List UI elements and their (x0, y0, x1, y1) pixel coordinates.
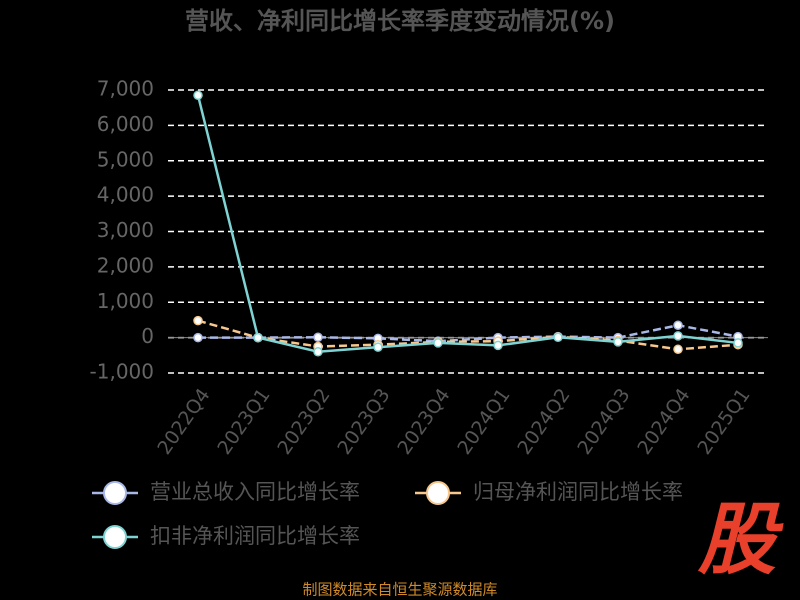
y-tick-label: 6,000 (97, 112, 154, 136)
logo: 股 (697, 495, 784, 585)
legend-marker (426, 481, 450, 505)
point (733, 338, 743, 348)
point (313, 332, 323, 343)
x-tick-label: 2023Q3 (333, 384, 394, 458)
series-line (196, 95, 739, 354)
point (673, 320, 683, 330)
x-tick-label: 2024Q2 (513, 384, 574, 458)
point (673, 331, 683, 341)
point (673, 344, 683, 355)
x-tick-label: 2023Q1 (213, 384, 274, 458)
point (553, 332, 563, 343)
y-tick-label: -1,000 (90, 360, 154, 384)
y-tick-label: 1,000 (97, 289, 154, 313)
legend-label: 扣非净利润同比增长率 (150, 524, 360, 548)
source-note: 制图数据来自恒生聚源数据库 (302, 581, 497, 599)
y-tick-label: 2,000 (97, 253, 154, 277)
point (253, 332, 263, 343)
x-tick-label: 2024Q1 (453, 384, 514, 458)
y-tick-label: 7,000 (97, 77, 154, 101)
x-tick-label: 2022Q4 (153, 384, 214, 458)
y-tick-label: 0 (141, 324, 154, 348)
legend-label: 归母净利润同比增长率 (473, 480, 683, 504)
x-tick-label: 2023Q2 (273, 384, 334, 458)
point (313, 347, 323, 357)
x-tick-label: 2023Q4 (393, 384, 454, 458)
legend-marker (103, 525, 127, 549)
point (493, 340, 503, 351)
point (373, 342, 383, 352)
y-tick-label: 4,000 (97, 183, 154, 207)
point (193, 90, 203, 101)
series-line (198, 323, 739, 343)
point (613, 337, 623, 347)
chart-title: 营收、净利同比增长率季度变动情况(%) (185, 7, 615, 35)
legend-label: 营业总收入同比增长率 (150, 480, 360, 504)
x-tick-label: 2024Q3 (573, 384, 634, 458)
y-tick-label: 3,000 (97, 218, 154, 242)
x-tick-label: 2024Q4 (633, 384, 694, 458)
point (433, 338, 443, 348)
x-tick-label: 2025Q1 (693, 384, 754, 458)
point (193, 332, 203, 343)
legend-marker (103, 481, 127, 505)
y-tick-label: 5,000 (97, 147, 154, 171)
point (193, 315, 203, 326)
